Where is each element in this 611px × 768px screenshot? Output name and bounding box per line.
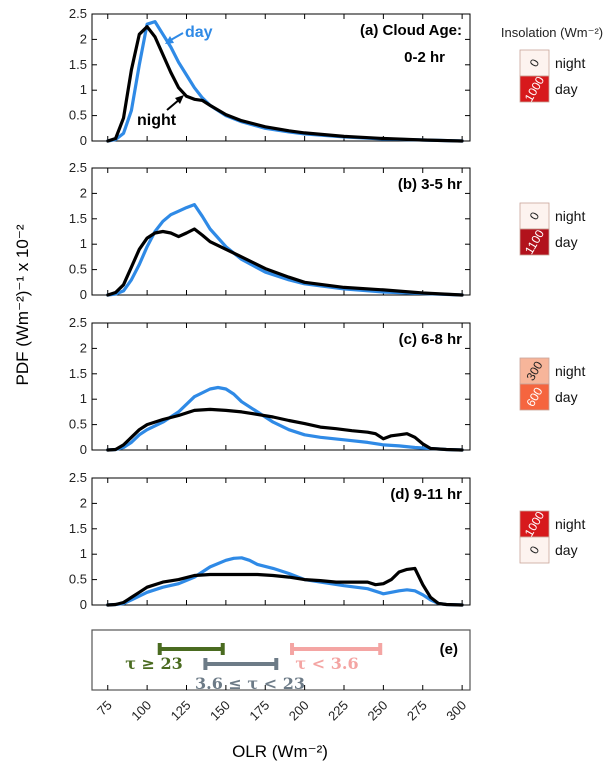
- panel-title-text: Cloud Age:: [378, 22, 462, 39]
- y-tick-label: 2.5: [69, 6, 87, 21]
- y-tick-label: 0.5: [69, 108, 87, 123]
- insolation-swatch-night: [519, 202, 550, 230]
- y-tick-label: 1: [80, 82, 87, 97]
- y-tick-label: 2: [80, 31, 87, 46]
- y-tick-label: 0: [80, 442, 87, 457]
- x-tick-label: 200: [286, 698, 312, 724]
- panel-frame: [91, 13, 471, 142]
- y-tick-label: 1.5: [69, 57, 87, 72]
- x-tick-label: 275: [404, 698, 430, 724]
- series-day-line: [106, 556, 464, 607]
- day-annotation: day: [185, 24, 213, 41]
- insolation-swatch-day: [519, 536, 550, 564]
- y-tick-label: 1.5: [69, 211, 87, 226]
- y-tick-label: 1: [80, 391, 87, 406]
- x-tick-label: 300: [443, 698, 469, 724]
- panel-title: (d) 9-11 hr: [390, 486, 462, 503]
- series-night-line: [106, 407, 464, 452]
- tau-panel: (e) τ ≥ 23 3.6 ≤ τ < 23τ < 3.6: [91, 629, 471, 693]
- y-tick-label: 2: [80, 495, 87, 510]
- panel-title-text: 9-11 hr: [409, 486, 462, 503]
- insolation-swatch-day: [519, 383, 550, 411]
- tau-bar-label: τ < 3.6: [295, 654, 358, 673]
- y-tick-label: 2: [80, 185, 87, 200]
- y-tick-label: 2.5: [69, 160, 87, 175]
- insolation-label: day: [555, 542, 578, 558]
- tau-bar-0: τ ≥ 23: [125, 643, 225, 673]
- y-tick-label: 2.5: [69, 470, 87, 485]
- tau-bar-label: 3.6 ≤ τ < 23: [195, 674, 305, 693]
- panel-frame: [91, 322, 471, 451]
- insolation-label: night: [555, 363, 585, 379]
- series-night-line: [106, 566, 464, 607]
- x-tick-label: 225: [325, 698, 351, 724]
- x-axis-title: OLR (Wm⁻²): [232, 742, 328, 761]
- tau-panel-label: (e): [440, 641, 458, 658]
- x-tick-label: 250: [365, 698, 391, 724]
- panel-title-text: 3-5 hr: [417, 176, 462, 193]
- x-tick-label: 75: [94, 698, 115, 719]
- y-axis-title: PDF (Wm⁻²)⁻¹ x 10⁻²: [13, 224, 32, 385]
- series-night-line: [106, 227, 464, 297]
- panel-title: (a) Cloud Age:: [360, 22, 462, 39]
- x-tick-label: 175: [246, 698, 272, 724]
- day-arrowhead: [165, 36, 174, 44]
- y-tick-label: 2: [80, 340, 87, 355]
- panel-label: (d): [390, 486, 409, 503]
- insolation-label: night: [555, 208, 585, 224]
- y-tick-label: 0.5: [69, 572, 87, 587]
- insolation-swatch-day: [519, 228, 550, 256]
- insolation-swatch-night: [519, 357, 550, 385]
- panel-frame: [91, 477, 471, 606]
- night-arrowhead: [175, 95, 184, 104]
- series-night-line: [106, 25, 464, 143]
- insolation-label: day: [555, 389, 578, 405]
- tau-bar-1: 3.6 ≤ τ < 23: [195, 658, 305, 693]
- panel-title: (b) 3-5 hr: [398, 176, 462, 193]
- y-tick-label: 1.5: [69, 366, 87, 381]
- y-tick-label: 2.5: [69, 315, 87, 330]
- panels-layer: 0 0.5 1 1.5 2 2.5 (a) Cloud Age: 0-2 hr day night…: [69, 6, 471, 612]
- insolation-title: Insolation (Wm⁻²): [501, 25, 603, 40]
- y-tick-label: 0: [80, 287, 87, 302]
- panel-label: (a): [360, 22, 378, 39]
- y-tick-label: 0: [80, 133, 87, 148]
- panel-frame: [91, 167, 471, 296]
- insolation-label: day: [555, 81, 578, 97]
- insolation-swatch-day: [519, 75, 550, 103]
- insolation-label: night: [555, 516, 585, 532]
- panel-title-text: 6-8 hr: [417, 331, 462, 348]
- y-tick-label: 0.5: [69, 262, 87, 277]
- series-day-line: [106, 203, 464, 297]
- x-tick-label: 150: [207, 698, 233, 724]
- y-tick-label: 1: [80, 546, 87, 561]
- insolation-label: night: [555, 55, 585, 71]
- insolation-label: day: [555, 234, 578, 250]
- y-tick-label: 1.5: [69, 521, 87, 536]
- y-tick-label: 0: [80, 597, 87, 612]
- panel-subtitle: 0-2 hr: [404, 49, 445, 66]
- panel-a: 0 0.5 1 1.5 2 2.5 (a) Cloud Age: 0-2 hr day night: [69, 6, 471, 148]
- x-tick-label: 125: [168, 698, 194, 724]
- tau-bar-2: τ < 3.6: [290, 643, 383, 673]
- tau-bar-label: τ ≥ 23: [125, 654, 183, 673]
- x-tick-label: 100: [128, 698, 154, 724]
- series-day-line: [106, 385, 464, 452]
- panel-title: (c) 6-8 hr: [399, 331, 463, 348]
- y-tick-label: 1: [80, 236, 87, 251]
- panel-b: 0 0.5 1 1.5 2 2.5 (b) 3-5 hr: [69, 160, 471, 302]
- panel-c: 0 0.5 1 1.5 2 2.5 (c) 6-8 hr: [69, 315, 471, 457]
- night-annotation: night: [137, 112, 177, 129]
- panel-d: 0 0.5 1 1.5 2 2.5 (d) 9-11 hr: [69, 470, 471, 612]
- panel-label: (b): [398, 176, 417, 193]
- y-tick-label: 0.5: [69, 417, 87, 432]
- tau-frame: [91, 629, 471, 691]
- panel-label: (c): [399, 331, 417, 348]
